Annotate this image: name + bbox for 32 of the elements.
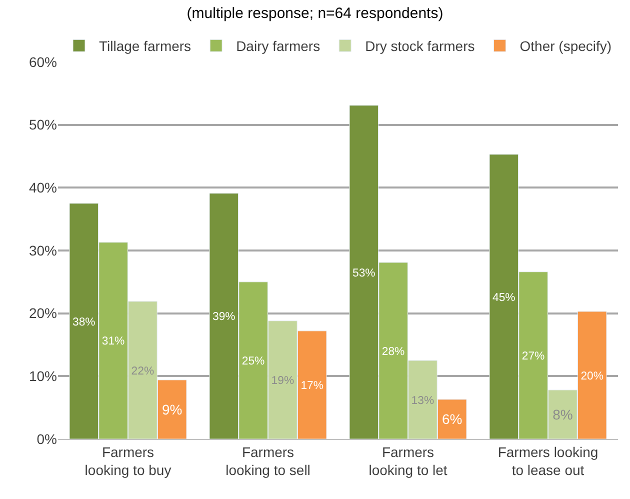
- y-tick-label: 10%: [28, 368, 57, 384]
- data-label: 19%: [271, 375, 294, 388]
- x-tick-label: Farmers looking to lease out: [498, 444, 598, 478]
- y-tick-label: 30%: [28, 242, 57, 258]
- y-tick-label: 40%: [28, 180, 57, 196]
- data-label: 53%: [352, 267, 376, 280]
- data-label: 38%: [72, 316, 96, 328]
- data-label: 27%: [522, 350, 545, 362]
- data-label: 22%: [131, 365, 154, 378]
- y-tick-label: 60%: [28, 54, 57, 70]
- x-tick-label: Farmers looking to let: [368, 444, 448, 478]
- x-tick-label: Farmers looking to buy: [84, 444, 172, 478]
- legend-label: Dairy farmers: [236, 38, 320, 54]
- legend-label: Tillage farmers: [99, 38, 192, 54]
- y-tick-label: 50%: [28, 116, 57, 133]
- data-label: 8%: [552, 406, 573, 422]
- legend-label: Other (specify): [520, 38, 612, 54]
- data-label: 45%: [492, 292, 516, 304]
- y-tick-label: 0%: [36, 430, 57, 447]
- data-label: 6%: [442, 411, 462, 428]
- data-label: 17%: [300, 380, 324, 392]
- data-label: 28%: [382, 346, 405, 358]
- y-tick-label: 20%: [28, 305, 57, 322]
- data-label: 31%: [102, 336, 125, 348]
- x-tick-label: Farmers looking to sell: [226, 444, 310, 478]
- legend-label: Dry stock farmers: [365, 38, 475, 54]
- data-label: 20%: [580, 370, 604, 382]
- data-label: 13%: [411, 394, 434, 407]
- data-label: 9%: [162, 401, 182, 418]
- chart-title: (multiple response; n=64 respondents): [186, 4, 444, 22]
- data-label: 25%: [242, 356, 265, 368]
- data-label: 39%: [212, 311, 236, 324]
